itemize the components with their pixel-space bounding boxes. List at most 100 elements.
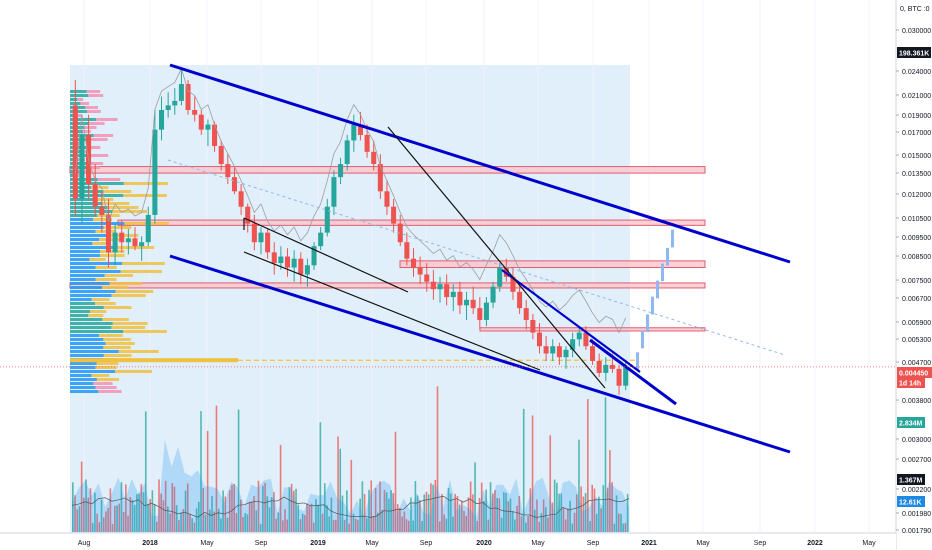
volume-bar	[102, 517, 105, 532]
volume-profile-bar	[70, 386, 96, 389]
volume-profile-bar	[70, 318, 103, 321]
volume-bar	[529, 488, 532, 532]
volume-bar	[136, 494, 138, 532]
volume-bar	[503, 492, 505, 532]
volume-profile-poc	[70, 358, 238, 363]
candle	[271, 242, 277, 275]
volume-bar	[425, 491, 428, 532]
volume-profile-bar	[81, 130, 91, 133]
volume-bar	[600, 508, 602, 532]
volume-profile-bar	[70, 206, 108, 209]
candle-body	[510, 276, 516, 292]
candle-body	[364, 134, 370, 152]
time-axis-background	[0, 533, 896, 550]
resistance-zone[interactable]	[479, 327, 706, 332]
volume-bar	[310, 503, 313, 532]
candle-body	[450, 291, 456, 298]
volume-bar	[259, 523, 262, 532]
candle-body	[185, 84, 191, 110]
resistance-zone[interactable]	[117, 219, 706, 226]
volume-profile-bar	[91, 298, 110, 301]
trendline[interactable]	[243, 251, 541, 371]
volume-bar	[286, 519, 289, 532]
candle-body	[338, 164, 344, 178]
volume-profile-bar	[70, 354, 104, 357]
resistance-zone[interactable]	[69, 166, 706, 174]
candle-body	[165, 105, 171, 110]
volume-profile-bar	[70, 210, 113, 213]
volume-bar	[562, 508, 565, 532]
volume-bar	[96, 513, 98, 532]
volume-bar	[580, 486, 582, 532]
volume-bar	[518, 495, 521, 532]
candle-body	[212, 124, 218, 147]
volume-bar	[290, 483, 293, 532]
volume-bar	[394, 431, 397, 532]
resistance-zone[interactable]	[399, 260, 706, 269]
volume-profile-bar	[70, 342, 106, 345]
candle-body	[119, 232, 125, 243]
trend-channel-line[interactable]	[501, 269, 641, 373]
volume-bar	[228, 490, 231, 532]
volume-bar	[381, 509, 384, 532]
candle	[165, 92, 171, 118]
time-tick-label: 2022	[807, 540, 823, 547]
candle-body	[245, 206, 251, 224]
candle	[556, 342, 562, 365]
volume-profile-bar	[70, 346, 104, 349]
volume-bar	[321, 513, 324, 532]
trend-channel-line[interactable]	[589, 338, 677, 406]
candle	[72, 80, 78, 215]
candle	[530, 313, 536, 340]
projection-candle	[666, 247, 669, 266]
candle-body	[530, 319, 536, 333]
candle-body	[536, 332, 543, 347]
volume-bar	[264, 482, 266, 532]
volume-profile-bar	[70, 338, 104, 341]
candle	[145, 206, 151, 247]
trend-channel-line[interactable]	[169, 63, 791, 264]
volume-profile-bar	[70, 330, 124, 333]
volume-profile-bar	[70, 110, 87, 113]
price-tick-label: 0.002700	[902, 457, 931, 464]
trendline[interactable]	[243, 217, 409, 293]
trendline[interactable]	[387, 126, 606, 389]
volume-profile-bar	[70, 162, 89, 165]
volume-bar	[100, 499, 103, 532]
price-tick-label: 0.024000	[902, 69, 931, 76]
volume-bar	[491, 493, 494, 532]
candle-body	[477, 308, 483, 320]
candle	[410, 248, 417, 277]
candle	[563, 346, 569, 369]
candle-body	[258, 232, 264, 243]
volume-bar	[111, 523, 114, 532]
volume-profile-bar	[70, 238, 100, 241]
candle-body	[344, 140, 350, 165]
volume-bar	[113, 505, 116, 532]
resistance-zone[interactable]	[69, 282, 706, 289]
volume-profile-bar	[88, 122, 105, 125]
candle-body	[397, 223, 403, 243]
volume-bar	[368, 489, 370, 532]
candle	[245, 203, 251, 233]
candle-body	[404, 242, 410, 259]
candle-body	[158, 109, 165, 130]
volume-bar	[270, 497, 273, 532]
volume-bar	[224, 496, 227, 532]
volume-profile-bar	[90, 138, 108, 141]
trend-channel-line[interactable]	[169, 254, 791, 454]
volume-profile-bar	[70, 94, 89, 97]
volume-bar	[372, 516, 375, 532]
volume-bar	[235, 513, 238, 532]
volume-bar	[118, 503, 121, 532]
time-tick-label: May	[200, 540, 214, 547]
volume-bar	[125, 484, 127, 532]
candle-body	[523, 308, 529, 320]
candle	[331, 170, 337, 215]
candle-body	[483, 302, 489, 320]
volume-bar	[498, 498, 501, 532]
volume-profile-bar	[70, 226, 104, 229]
candle	[570, 332, 576, 358]
volume-bar	[343, 519, 346, 532]
